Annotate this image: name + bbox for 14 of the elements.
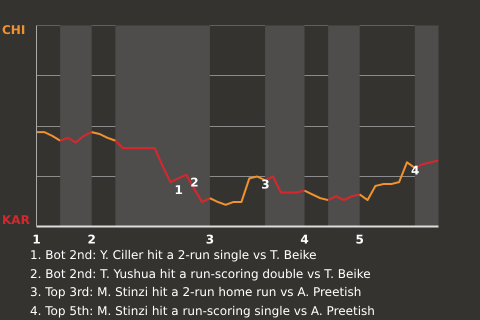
text: 3. Top 3rd: M. Stinzi hit a 2-run home run vs A. Preetish xyxy=(30,284,362,301)
x-tick-label: 1 xyxy=(32,232,41,246)
x-tick-label: 3 xyxy=(206,232,214,246)
text: 4. Top 5th: M. Stinzi hit a run-scoring single vs A. Preetish xyxy=(30,302,375,320)
annotation: 1 xyxy=(174,183,183,198)
x-tick-label: 2 xyxy=(88,232,96,246)
text: 2. Bot 2nd: T. Yushua hit a run-scoring double vs T. Beike xyxy=(30,266,372,282)
x-tick-label: 5 xyxy=(356,232,364,246)
text: 1. Bot 2nd: Y. Ciller hit a 2-run single vs T. Beike xyxy=(30,247,318,264)
text: KAR xyxy=(2,213,30,227)
annotation: 2 xyxy=(190,176,199,190)
annotation: 3 xyxy=(261,177,270,192)
x-tick-label: 4 xyxy=(300,232,309,246)
text: CHI xyxy=(2,23,26,37)
